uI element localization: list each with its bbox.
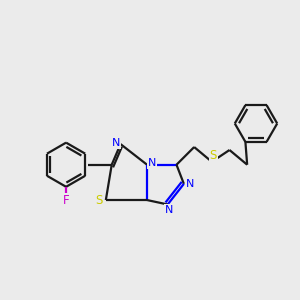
Text: S: S [96,194,103,207]
Text: S: S [210,149,217,162]
Text: N: N [165,205,173,215]
Text: F: F [63,194,69,207]
Text: N: N [112,138,120,148]
Text: N: N [186,179,194,189]
Text: N: N [148,158,157,168]
